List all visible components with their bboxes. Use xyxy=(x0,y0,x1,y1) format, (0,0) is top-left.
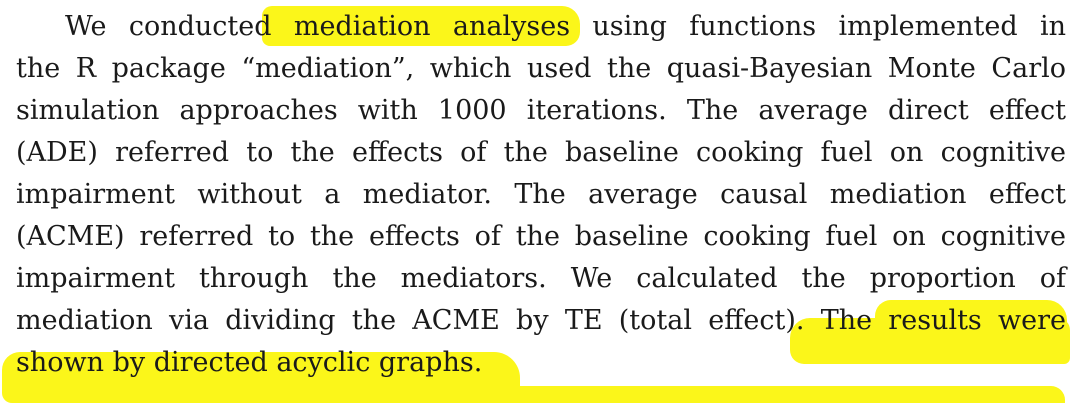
paragraph-line-3: simulation approaches with 1000 iteratio… xyxy=(16,95,1066,126)
highlight-line-9 xyxy=(2,352,520,403)
paragraph-line-2: the R package “mediation”, which used th… xyxy=(16,53,1066,84)
paragraph-line-4: (ADE) referred to the effects of the bas… xyxy=(16,137,1066,168)
highlight-mediation-analyses xyxy=(262,6,580,46)
highlight-underline-tail xyxy=(500,386,1065,403)
highlight-line-8-tail xyxy=(790,318,1070,364)
paragraph-line-1: We conducted mediation analyses using fu… xyxy=(65,11,1066,42)
paragraph-line-6: (ACME) referred to the effects of the ba… xyxy=(16,221,1066,252)
paragraph-line-7: impairment through the mediators. We cal… xyxy=(16,263,1066,294)
paragraph-line-8: mediation via dividing the ACME by TE (t… xyxy=(16,305,1066,336)
paragraph-line-5: impairment without a mediator. The avera… xyxy=(16,179,1066,210)
paragraph-line-9: shown by directed acyclic graphs. xyxy=(16,347,483,378)
